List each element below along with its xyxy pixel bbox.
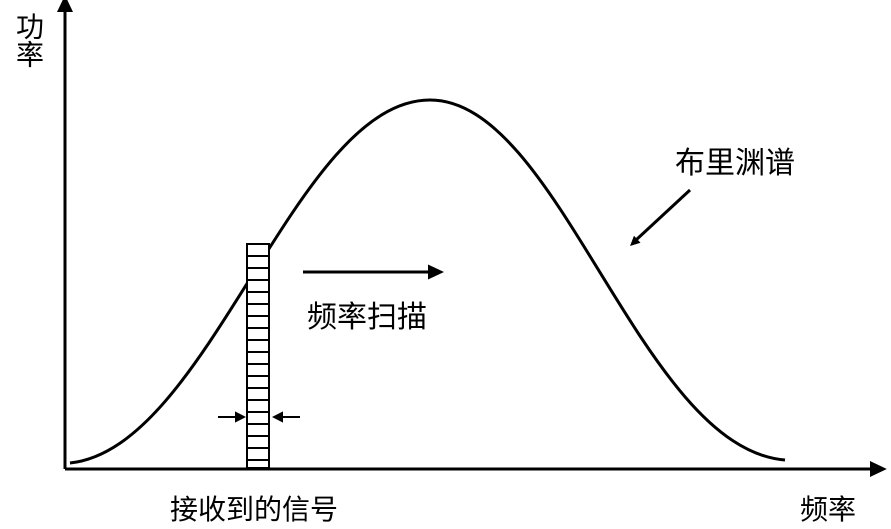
spectrum-chart: 功率 频率 布里渊谱 频率扫描 接收到的信号 <box>0 0 891 529</box>
received-signal-label: 接收到的信号 <box>170 488 338 528</box>
sweep-label: 频率扫描 <box>307 292 427 336</box>
y-axis-label: 功率 <box>7 12 47 68</box>
chart-svg <box>0 0 891 529</box>
x-axis-label: 频率 <box>800 488 856 528</box>
curve-label: 布里渊谱 <box>675 138 795 182</box>
